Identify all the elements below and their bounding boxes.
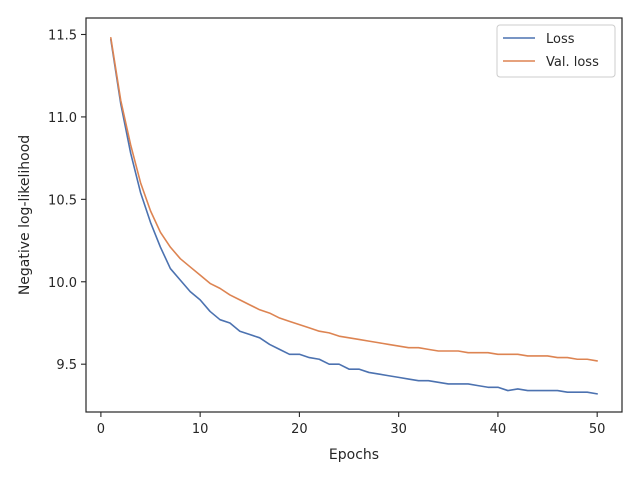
- series-line-val-loss: [110, 36, 598, 362]
- axes-frame: [85, 17, 623, 413]
- x-tick-label: 50: [589, 422, 606, 437]
- x-tick-label: 0: [97, 422, 105, 437]
- y-tick-label: 11.0: [48, 111, 77, 126]
- x-axis-ticks: 0 10 20 30 40 50: [97, 412, 606, 437]
- series-line-loss: [110, 38, 598, 395]
- plot-area: [110, 36, 598, 395]
- x-tick-label: 30: [390, 422, 407, 437]
- x-tick-label: 10: [192, 422, 209, 437]
- x-axis-label: Epochs: [329, 447, 379, 463]
- y-axis-ticks: 9.5 10.0 10.5 11.0 11.5: [48, 28, 86, 373]
- y-tick-label: 10.0: [48, 276, 77, 291]
- y-tick-label: 11.5: [48, 28, 77, 43]
- y-tick-label: 10.5: [48, 193, 77, 208]
- legend-label-val-loss: Val. loss: [546, 55, 599, 70]
- legend-label-loss: Loss: [546, 32, 575, 47]
- legend: Loss Val. loss: [496, 24, 616, 78]
- x-tick-label: 40: [490, 422, 507, 437]
- y-tick-label: 9.5: [56, 358, 77, 373]
- y-axis-label: Negative log-likelihood: [17, 135, 33, 295]
- x-tick-label: 20: [291, 422, 308, 437]
